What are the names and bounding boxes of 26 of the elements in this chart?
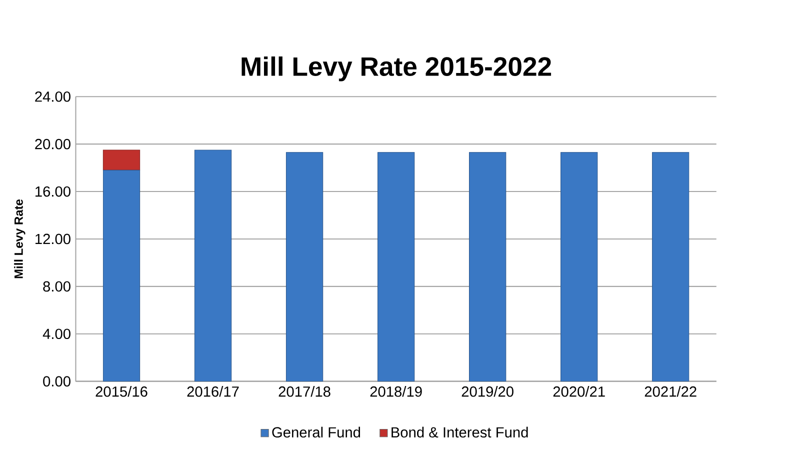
x-tick-label: 2017/18 [278, 386, 330, 397]
y-axis-title: Mill Levy Rate [14, 200, 26, 278]
bar [286, 152, 324, 382]
legend-label: Bond & Interest Fund [392, 426, 528, 438]
y-tick-label: 8.00 [43, 281, 70, 292]
bar [560, 152, 598, 382]
x-tick-label: 2020/21 [553, 386, 605, 397]
x-tick-label: 2021/22 [644, 386, 696, 397]
x-tick-label: 2016/17 [187, 386, 239, 397]
y-tick-label: 4.00 [42, 328, 70, 340]
bar [469, 152, 506, 382]
y-tick-label: 20.00 [35, 138, 70, 150]
bar [102, 150, 140, 171]
y-tick-label: 12.00 [36, 234, 70, 244]
bar [652, 152, 690, 382]
bar [102, 170, 140, 382]
chart-title: Mill Levy Rate 2015-2022 [242, 56, 552, 82]
legend-label: General Fund [272, 426, 360, 438]
x-tick-label: 2018/19 [370, 386, 422, 397]
bar [194, 150, 232, 382]
x-tick-label: 2019/20 [462, 386, 514, 397]
bar [377, 152, 415, 382]
y-tick-label: 24.00 [35, 92, 70, 102]
y-tick-label: 0.00 [43, 376, 70, 387]
x-tick-label: 2015/16 [96, 386, 148, 397]
y-tick-label: 16.00 [36, 186, 70, 197]
